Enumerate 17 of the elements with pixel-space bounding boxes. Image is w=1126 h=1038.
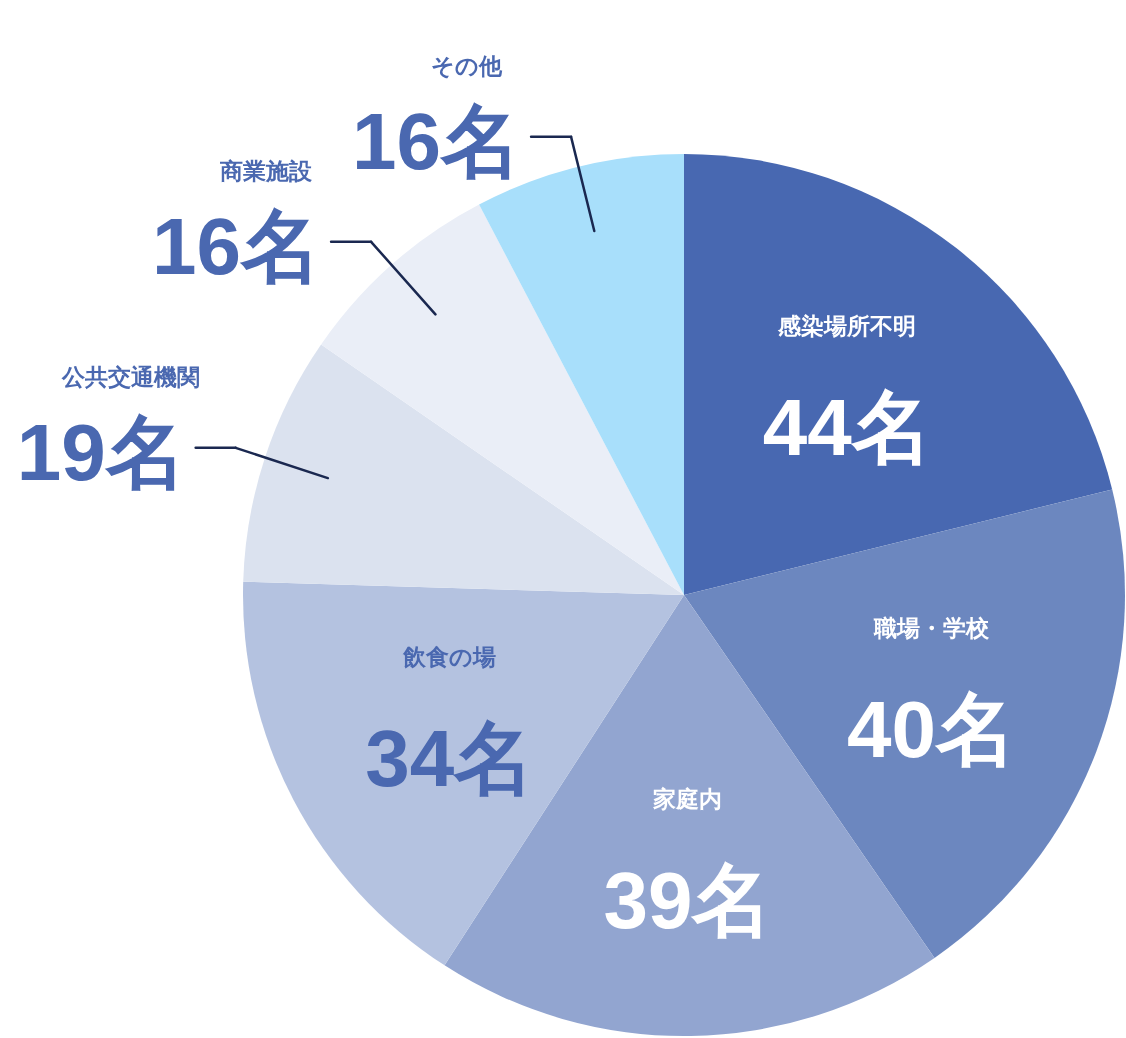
slice-label: 感染場所不明: [777, 312, 917, 339]
pie-slice: [243, 344, 684, 595]
data-label: 44名: [762, 382, 932, 472]
data-label: 16名: [152, 201, 322, 291]
slice-label: 職場・学校: [872, 614, 990, 641]
slice-label: 飲食の場: [402, 643, 497, 670]
pie-slice: [321, 204, 684, 595]
slice-label: 家庭内: [652, 785, 723, 812]
data-label: 16名: [352, 96, 522, 186]
data-label: 39名: [603, 855, 773, 945]
data-label: 40名: [846, 684, 1016, 774]
slice-label: 公共交通機関: [60, 363, 200, 390]
slice-label: その他: [430, 52, 503, 79]
data-label: 34名: [365, 713, 535, 803]
pie-slice: [684, 154, 1113, 595]
data-label: 19名: [16, 407, 186, 497]
slice-label: 商業施設: [219, 157, 314, 184]
